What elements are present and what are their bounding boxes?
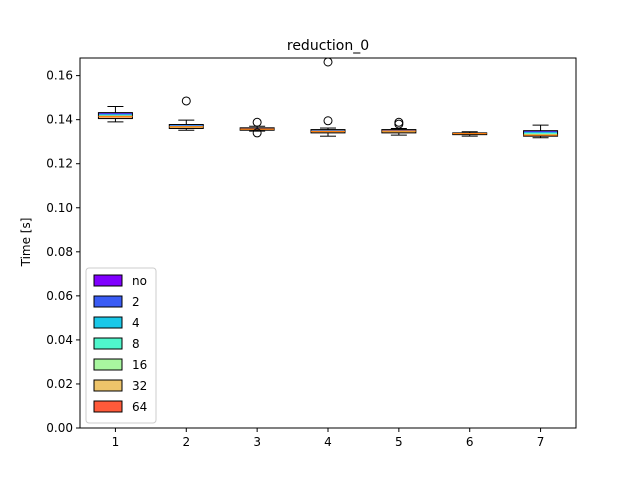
x-tick-label: 5 [395,435,403,449]
legend-label: 64 [132,400,147,414]
chart-title: reduction_0 [287,38,369,54]
legend-label: 2 [132,295,140,309]
box-band [311,130,345,131]
y-tick-label: 0.04 [46,333,73,347]
x-tick-label: 2 [182,435,190,449]
box-band [381,131,416,133]
box-group [452,131,488,137]
y-tick-label: 0.08 [46,245,73,259]
legend-swatch [93,400,123,413]
box-group [381,117,417,136]
box-band [311,131,345,133]
legend-label: no [132,274,147,288]
box-band [169,125,204,127]
legend-label: 16 [132,358,147,372]
legend-label: 32 [132,379,147,393]
legend-swatch [93,316,123,329]
box-body [97,112,133,120]
box-band [381,131,416,133]
legend: no 2 4 8 16 32 64 [85,267,157,424]
y-tick-label: 0.10 [46,201,73,215]
legend-label: 8 [132,337,140,351]
y-tick-label: 0.16 [46,69,73,83]
x-axis: 1 2 3 4 5 6 7 [112,428,545,449]
box-flier [252,117,262,127]
box-band [523,131,558,133]
x-tick-label: 7 [537,435,545,449]
legend-swatch [93,274,123,287]
legend-swatch [93,358,123,371]
box-band [523,133,558,135]
x-tick-label: 4 [324,435,332,449]
box-band [169,127,204,129]
box-group [97,105,133,123]
box-group [239,117,275,138]
plot-frame [79,57,577,429]
x-tick-label: 1 [112,435,120,449]
box-group [168,96,204,131]
box-band [381,130,416,131]
box-group [523,124,559,139]
box-flier [252,128,262,138]
y-axis-label: Time [s] [19,218,33,268]
box-band [98,113,133,115]
y-tick-label: 0.12 [46,157,73,171]
x-tick-label: 3 [253,435,261,449]
box-flier [323,116,333,126]
y-tick-label: 0.02 [46,377,73,391]
box-band [523,133,558,135]
legend-swatch [93,337,123,350]
box-flier [394,119,404,129]
y-tick-label: 0.14 [46,113,73,127]
box-band [98,114,133,116]
box-band [523,132,558,134]
boxes-layer [97,57,559,139]
box-body [523,130,559,137]
box-flier [181,96,191,106]
y-tick-label: 0.00 [46,421,73,435]
box-band [98,116,133,118]
y-axis: 0.00 0.02 0.04 0.06 0.08 0.10 0.12 0.14 0.16 [46,69,80,435]
box-band [98,112,133,114]
legend-swatch [93,295,123,308]
box-band [169,125,204,126]
legend-swatch [93,379,123,392]
x-tick-label: 6 [466,435,474,449]
y-tick-label: 0.06 [46,289,73,303]
legend-label: 4 [132,316,140,330]
box-band [98,115,133,117]
box-group [310,57,346,137]
